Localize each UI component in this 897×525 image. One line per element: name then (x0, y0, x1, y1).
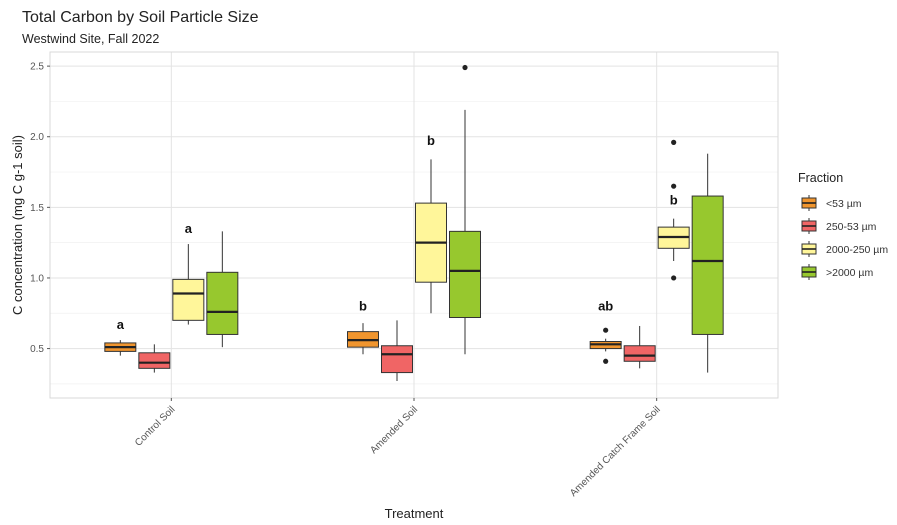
legend-item: 250-53 µm (800, 217, 877, 235)
box-body (206, 271, 239, 335)
significance-letter: a (117, 317, 125, 332)
x-axis-title: Treatment (385, 506, 444, 521)
legend-label: >2000 µm (826, 267, 873, 279)
legend-label: 250-53 µm (826, 221, 877, 233)
legend-item: 2000-250 µm (800, 240, 888, 258)
outlier-point (462, 64, 468, 71)
box-groups (104, 64, 724, 382)
y-tick-label: 1.0 (30, 273, 44, 284)
legend-title: Fraction (798, 171, 843, 185)
x-tick-label: Control Soil (133, 404, 177, 448)
outlier-point (671, 139, 677, 145)
box-1-0 (347, 323, 379, 355)
legend-item: <53 µm (800, 194, 862, 212)
plot-gridlines (50, 52, 778, 398)
box-body (449, 230, 481, 319)
x-tick-label: Amended Soil (368, 404, 420, 456)
box-2-0 (589, 327, 622, 364)
box-0-2 (172, 244, 205, 325)
y-tick-label: 1.5 (30, 203, 44, 214)
box-2-1 (623, 325, 656, 369)
y-tick-label: 2.0 (30, 132, 44, 143)
box-2-2 (657, 139, 690, 281)
chart-subtitle: Westwind Site, Fall 2022 (22, 32, 159, 46)
box-2-3 (691, 153, 724, 373)
box-0-1 (138, 344, 171, 373)
box-body (691, 195, 724, 335)
legend-label: <53 µm (826, 198, 862, 210)
significance-letter: b (359, 298, 367, 313)
box-1-3 (449, 64, 481, 355)
significance-letter: b (427, 133, 435, 148)
box-1-2 (415, 159, 447, 314)
box-body (172, 278, 205, 321)
x-tick-label: Amended Catch Frame Soil (568, 404, 663, 499)
box-0-3 (206, 231, 239, 348)
outlier-point (671, 183, 677, 189)
box-body (623, 345, 656, 362)
significance-letter: ab (598, 298, 613, 313)
chart-title: Total Carbon by Soil Particle Size (22, 9, 259, 26)
box-body (381, 345, 413, 374)
y-axis-title: C concentration (mg C g-1 soil) (10, 135, 25, 315)
y-tick-label: 0.5 (30, 344, 44, 355)
box-1-1 (381, 320, 413, 382)
significance-letter: b (670, 193, 678, 208)
y-tick-label: 2.5 (30, 62, 44, 73)
y-axis-ticks: 0.5 1.0 1.5 2.0 2.5 (30, 62, 50, 355)
significance-letter: a (185, 221, 193, 236)
box-0-0 (104, 340, 137, 356)
legend-item: >2000 µm (800, 263, 873, 281)
legend: Fraction <53 µm 250-53 µm 2000-250 µm >2000… (798, 171, 888, 281)
box-body (138, 352, 171, 369)
x-axis-ticks: Control Soil Amended Soil Amended Catch Fr… (133, 398, 663, 499)
outlier-point (671, 275, 677, 281)
legend-label: 2000-250 µm (826, 244, 888, 256)
outlier-point (603, 327, 609, 333)
outlier-point (603, 358, 609, 364)
